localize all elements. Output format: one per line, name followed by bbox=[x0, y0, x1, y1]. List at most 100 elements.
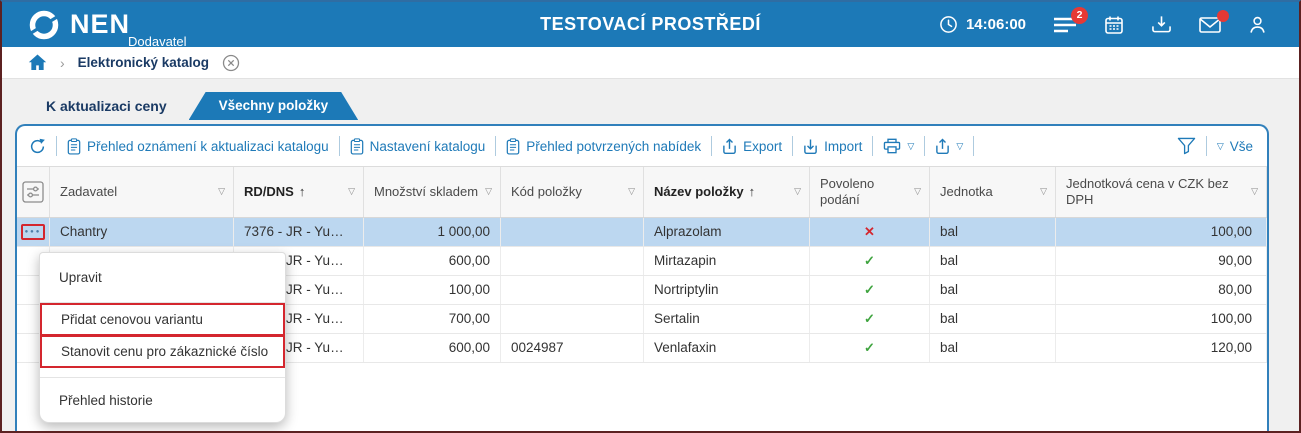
tab-strip: K aktualizaci ceny Všechny položky bbox=[32, 92, 358, 120]
menu-item-stanovit-cenu[interactable]: Stanovit cenu pro zákaznické číslo bbox=[40, 335, 285, 368]
print-dropdown-button[interactable]: ▽ bbox=[883, 138, 914, 154]
column-filter-icon[interactable]: ▽ bbox=[218, 186, 225, 197]
column-filter-icon[interactable]: ▽ bbox=[628, 186, 635, 197]
column-chooser-icon bbox=[22, 181, 44, 203]
filter-icon bbox=[1177, 137, 1196, 155]
table-row[interactable]: ●●● Chantry 7376 - JR - Yummy… 1 000,00 … bbox=[17, 218, 1267, 247]
view-selector-label: Vše bbox=[1229, 138, 1253, 154]
column-header-jednotkova-cena[interactable]: Jednotková cena v CZK bez DPH ▽ bbox=[1056, 167, 1267, 217]
column-header-kod-polozky[interactable]: Kód položky ▽ bbox=[501, 167, 644, 217]
column-filter-icon[interactable]: ▽ bbox=[914, 186, 921, 197]
cell-mnozstvi-skladem: 100,00 bbox=[364, 276, 501, 304]
breadcrumb-page-title[interactable]: Elektronický katalog bbox=[77, 55, 209, 70]
calendar-icon bbox=[1105, 16, 1123, 34]
refresh-button[interactable] bbox=[29, 138, 46, 155]
grid-header-row: Zadavatel ▽ RD/DNS ↑ ▽ Množství skladem … bbox=[17, 166, 1267, 218]
column-filter-icon[interactable]: ▽ bbox=[794, 186, 801, 197]
toolbar-separator bbox=[924, 136, 926, 156]
share-dropdown-button[interactable]: ▽ bbox=[935, 137, 964, 155]
column-label: RD/DNS bbox=[244, 183, 294, 199]
cell-cena: 90,00 bbox=[1056, 247, 1267, 275]
column-header-jednotka[interactable]: Jednotka ▽ bbox=[930, 167, 1056, 217]
notifications-menu-button[interactable]: 2 bbox=[1053, 6, 1088, 34]
cell-kod-polozky bbox=[501, 218, 644, 246]
column-header-povoleno-podani[interactable]: Povoleno podání ▽ bbox=[810, 167, 930, 217]
row-menu-icon: ●●● bbox=[24, 229, 42, 235]
column-label: Název položky bbox=[654, 183, 744, 199]
close-tab-button[interactable] bbox=[222, 54, 240, 72]
toolbar-separator bbox=[711, 136, 713, 156]
cell-nazev-polozky: Venlafaxin bbox=[644, 334, 810, 362]
clock-widget: 14:06:00 bbox=[939, 15, 1026, 34]
column-header-zadavatel[interactable]: Zadavatel ▽ bbox=[50, 167, 234, 217]
toolbar-separator bbox=[973, 136, 975, 156]
document-icon bbox=[506, 137, 520, 155]
document-icon bbox=[350, 137, 363, 155]
chevron-down-icon: ▽ bbox=[907, 140, 915, 151]
user-icon bbox=[1250, 16, 1265, 33]
nen-brand[interactable]: NEN Dodavatel bbox=[26, 7, 187, 48]
column-header-rd-dns[interactable]: RD/DNS ↑ ▽ bbox=[234, 167, 364, 217]
column-header-nazev-polozky[interactable]: Název položky ↑ ▽ bbox=[644, 167, 810, 217]
clock-icon bbox=[940, 16, 957, 33]
toolbar-button-label: Přehled oznámení k aktualizaci katalogu bbox=[87, 138, 329, 154]
cell-kod-polozky bbox=[501, 305, 644, 333]
prehled-nabidek-button[interactable]: Přehled potvrzených nabídek bbox=[506, 137, 702, 155]
column-label: Množství skladem bbox=[374, 183, 479, 199]
calendar-button[interactable] bbox=[1104, 15, 1124, 35]
prehled-oznameni-button[interactable]: Přehled oznámení k aktualizaci katalogu bbox=[67, 137, 329, 155]
menu-item-upravit[interactable]: Upravit bbox=[59, 270, 102, 285]
row-menu-button[interactable]: ●●● bbox=[20, 224, 46, 240]
column-label: Kód položky bbox=[511, 183, 582, 199]
column-filter-icon[interactable]: ▽ bbox=[1251, 186, 1258, 197]
row-context-menu: Upravit Přidat cenovou variantu Stanovit… bbox=[39, 252, 286, 423]
import-button[interactable]: Import bbox=[803, 138, 862, 155]
user-profile-button[interactable] bbox=[1248, 15, 1267, 34]
mail-icon bbox=[1199, 16, 1221, 33]
column-filter-icon[interactable]: ▽ bbox=[1040, 186, 1047, 197]
tab-k-aktualizaci-ceny[interactable]: K aktualizaci ceny bbox=[46, 98, 167, 114]
cell-kod-polozky bbox=[501, 247, 644, 275]
check-icon: ✓ bbox=[864, 340, 875, 355]
cell-mnozstvi-skladem: 600,00 bbox=[364, 247, 501, 275]
home-icon bbox=[28, 54, 47, 71]
nen-logo-icon bbox=[29, 10, 59, 39]
column-label: Zadavatel bbox=[60, 183, 118, 199]
toolbar-button-label: Přehled potvrzených nabídek bbox=[526, 138, 702, 154]
cell-jednotka: bal bbox=[930, 305, 1056, 333]
column-chooser-button[interactable] bbox=[17, 167, 50, 217]
share-icon bbox=[936, 137, 950, 154]
chevron-down-icon: ▽ bbox=[956, 140, 964, 151]
cell-nazev-polozky: Sertalin bbox=[644, 305, 810, 333]
toolbar-button-label: Export bbox=[743, 138, 783, 154]
check-icon: ✓ bbox=[864, 253, 875, 268]
view-selector[interactable]: ▽ Vše bbox=[1217, 139, 1253, 154]
menu-item-prehled-historie[interactable]: Přehled historie bbox=[59, 392, 153, 408]
refresh-icon bbox=[30, 138, 45, 153]
cell-zadavatel: Chantry bbox=[50, 218, 234, 246]
column-filter-icon[interactable]: ▽ bbox=[485, 186, 492, 197]
top-header-bar: NEN Dodavatel TESTOVACÍ PROSTŘEDÍ 14:06:… bbox=[2, 2, 1299, 48]
nastaveni-katalogu-button[interactable]: Nastavení katalogu bbox=[350, 137, 485, 155]
import-icon bbox=[804, 138, 817, 154]
menu-item-pridat-cenovou-variantu[interactable]: Přidat cenovou variantu bbox=[40, 303, 285, 336]
home-button[interactable] bbox=[28, 54, 47, 71]
column-header-mnozstvi-skladem[interactable]: Množství skladem ▽ bbox=[364, 167, 501, 217]
cell-cena: 100,00 bbox=[1056, 218, 1267, 246]
sort-asc-icon: ↑ bbox=[298, 183, 306, 199]
toolbar-separator bbox=[872, 136, 874, 156]
chevron-down-icon: ▽ bbox=[1216, 140, 1224, 151]
filter-button[interactable] bbox=[1177, 137, 1196, 155]
inbox-download-button[interactable] bbox=[1151, 15, 1172, 34]
column-filter-icon[interactable]: ▽ bbox=[348, 186, 355, 197]
tab-vsechny-polozky[interactable]: Všechny položky bbox=[189, 92, 359, 120]
cell-rd-dns: 7376 - JR - Yummy… bbox=[234, 334, 364, 362]
current-time: 14:06:00 bbox=[965, 16, 1026, 33]
environment-title: TESTOVACÍ PROSTŘEDÍ bbox=[540, 14, 761, 34]
cell-mnozstvi-skladem: 600,00 bbox=[364, 334, 501, 362]
cell-cena: 100,00 bbox=[1056, 305, 1267, 333]
cell-nazev-polozky: Mirtazapin bbox=[644, 247, 810, 275]
messages-button[interactable] bbox=[1199, 9, 1229, 33]
check-icon: ✓ bbox=[864, 282, 875, 297]
export-button[interactable]: Export bbox=[722, 137, 783, 155]
